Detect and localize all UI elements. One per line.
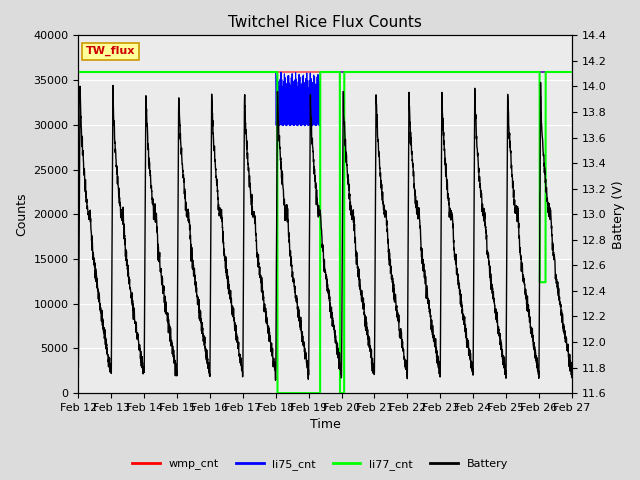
Y-axis label: Battery (V): Battery (V) bbox=[612, 180, 625, 249]
Title: Twitchel Rice Flux Counts: Twitchel Rice Flux Counts bbox=[228, 15, 422, 30]
Legend: wmp_cnt, li75_cnt, li77_cnt, Battery: wmp_cnt, li75_cnt, li77_cnt, Battery bbox=[128, 455, 512, 474]
Text: TW_flux: TW_flux bbox=[86, 46, 135, 56]
X-axis label: Time: Time bbox=[310, 419, 340, 432]
Y-axis label: Counts: Counts bbox=[15, 192, 28, 236]
